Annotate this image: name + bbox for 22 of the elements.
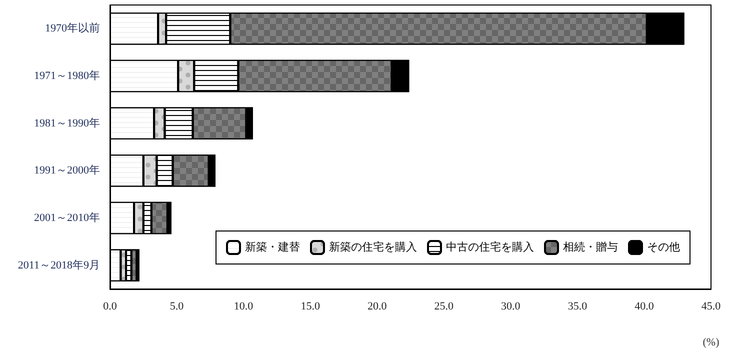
legend-label: 新築の住宅を購入	[329, 240, 417, 254]
x-tick-label: 45.0	[701, 300, 722, 312]
x-tick-label: 35.0	[568, 300, 588, 312]
x-tick-label: 10.0	[234, 300, 254, 312]
x-axis-title: (%)	[702, 336, 720, 348]
legend-label: 新築・建替	[245, 240, 300, 254]
y-tick-label: 2001～2010年	[34, 212, 100, 224]
x-tick-label: 40.0	[634, 300, 654, 312]
y-tick-label: 2011～2018年9月	[18, 259, 100, 272]
x-tick-label: 0.0	[103, 300, 118, 312]
legend-label: 中古の住宅を購入	[446, 240, 534, 254]
y-tick-label: 1971～1980年	[34, 70, 100, 82]
x-tick-label: 25.0	[434, 300, 454, 312]
x-tick-label: 30.0	[501, 300, 521, 312]
x-tick-label: 5.0	[170, 300, 184, 312]
x-tick-label: 15.0	[300, 300, 320, 312]
y-tick-label: 1991～2000年	[34, 164, 100, 177]
legend-label: 相続・贈与	[563, 240, 618, 254]
x-tick-label: 20.0	[367, 300, 388, 312]
legend-label: その他	[647, 242, 680, 254]
y-tick-label: 1970年以前	[45, 22, 100, 35]
y-tick-label: 1981～1990年	[34, 117, 100, 130]
